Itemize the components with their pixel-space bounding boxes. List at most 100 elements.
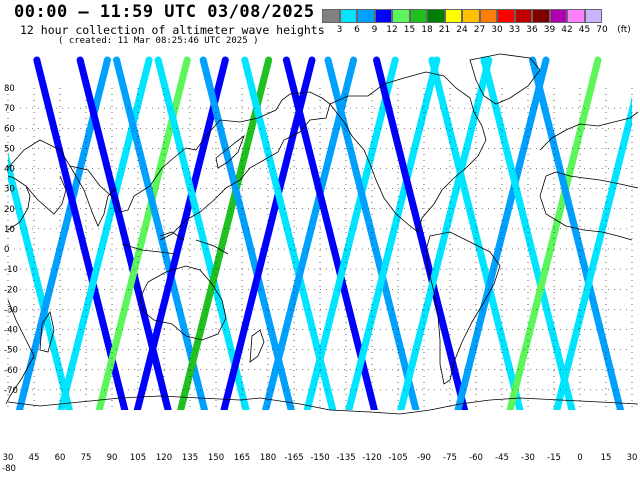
legend-label: 45 [578, 25, 591, 35]
arabia-outline [25, 175, 67, 215]
latitude-label: 20 [4, 205, 15, 215]
legend-swatch [514, 9, 532, 23]
altimeter-track [241, 56, 337, 410]
legend-unit: (ft) [617, 25, 631, 35]
latitude-label: -40 [4, 326, 18, 336]
longitude-label: -165 [284, 453, 303, 463]
longitude-label: 165 [234, 453, 250, 463]
legend-swatch [392, 9, 410, 23]
longitude-label: 45 [29, 453, 40, 463]
legend-color-bar [322, 9, 640, 23]
altimeter-track [133, 56, 229, 410]
altimeter-track [529, 56, 625, 410]
longitude-label: 105 [130, 453, 146, 463]
longitude-label: -75 [443, 453, 457, 463]
altimeter-track [199, 56, 295, 410]
legend-swatch [532, 9, 550, 23]
altimeter-track [454, 56, 550, 410]
north-america-outline [329, 71, 487, 233]
greenland-outline [469, 53, 541, 105]
legend-swatch [339, 9, 357, 23]
legend-label: 30 [491, 25, 503, 35]
altimeter-track [113, 56, 209, 410]
legend-label: 27 [473, 25, 486, 35]
latitude-labels: 80 70 60 50 40 30 20 10 0 -10 -20 -30 -40 -50 -60 -70 [4, 84, 18, 396]
altimeter-track [553, 96, 632, 410]
altimeter-track [480, 56, 576, 410]
madagascar-outline [39, 310, 55, 353]
legend-swatch [479, 9, 497, 23]
longitude-labels: 30 45 60 75 90 105 120 135 150 165 180 -165 -150 -135… [2, 453, 637, 474]
altimeter-track [220, 56, 316, 410]
longitude-label: 135 [182, 453, 198, 463]
altimeter-track [506, 56, 602, 410]
altimeter-track [345, 56, 441, 410]
lat-lon-grid [7, 88, 633, 410]
altimeter-track [324, 56, 420, 410]
legend-label: 12 [386, 25, 398, 35]
legend-swatch [374, 9, 392, 23]
longitude-label: -120 [362, 453, 381, 463]
longitude-label: -135 [336, 453, 355, 463]
longitude-label: -60 [469, 453, 483, 463]
africa-gulf-outline [539, 175, 633, 241]
legend-label: 6 [354, 25, 360, 35]
altimeter-track [33, 56, 129, 410]
legend-swatch [567, 9, 585, 23]
australia-outline [139, 265, 227, 341]
map-title: 00:00 – 11:59 UTC 03/08/2025 [14, 2, 315, 22]
legend-swatch [427, 9, 445, 23]
altimeter-track [76, 56, 172, 410]
legend-label: 70 [596, 25, 608, 35]
latitude-label: 60 [4, 124, 15, 134]
legend-label: 33 [508, 25, 521, 35]
latitude-label: -30 [4, 305, 18, 315]
latitude-label: -20 [4, 285, 18, 295]
altimeter-tracks [8, 56, 632, 410]
africa-south-outline [5, 299, 35, 405]
altimeter-track [282, 56, 378, 410]
created-timestamp: ( created: 11 Mar 08:25:46 UTC 2025 ) [58, 36, 259, 46]
legend-swatch [584, 9, 602, 23]
latitude-label: -70 [4, 386, 18, 396]
altimeter-track [373, 56, 469, 410]
africa-west-outline [545, 171, 639, 189]
legend-swatch [357, 9, 375, 23]
legend-label: 3 [336, 25, 343, 35]
longitude-label: 150 [208, 453, 224, 463]
legend-swatch [462, 9, 480, 23]
altimeter-track [262, 56, 358, 410]
latitude-label: -50 [4, 346, 18, 356]
continent-outlines [5, 53, 639, 415]
asia-outline [7, 91, 331, 241]
altimeter-track [57, 56, 153, 410]
latitude-label: 70 [4, 104, 15, 114]
longitude-label: -150 [310, 453, 329, 463]
altimeter-track [397, 56, 493, 410]
longitude-label: 30 [627, 453, 638, 463]
longitude-label: 120 [156, 453, 172, 463]
legend-swatch [549, 9, 567, 23]
latitude-label: -10 [4, 265, 18, 275]
longitude-label: 0 [577, 453, 582, 463]
longitude-label: -45 [495, 453, 509, 463]
altimeter-track [428, 56, 524, 410]
longitude-label: -15 [547, 453, 561, 463]
longitude-label: 30 [3, 453, 14, 463]
altimeter-track [177, 56, 273, 410]
south-america-outline [425, 231, 501, 385]
indonesia-outline [121, 231, 229, 255]
legend-label: 15 [403, 25, 416, 35]
altimeter-track [303, 56, 399, 410]
longitude-label: 60 [55, 453, 66, 463]
latitude-label: 30 [4, 185, 15, 195]
longitude-label: -90 [417, 453, 431, 463]
legend-label: 36 [526, 25, 538, 35]
legend-label: 24 [456, 25, 468, 35]
legend-swatch [444, 9, 462, 23]
latitude-label: 40 [4, 165, 15, 175]
legend-label: 21 [438, 25, 451, 35]
legend-label: 18 [421, 25, 433, 35]
new-zealand-outline [249, 329, 265, 363]
latitude-label: 50 [4, 144, 15, 154]
